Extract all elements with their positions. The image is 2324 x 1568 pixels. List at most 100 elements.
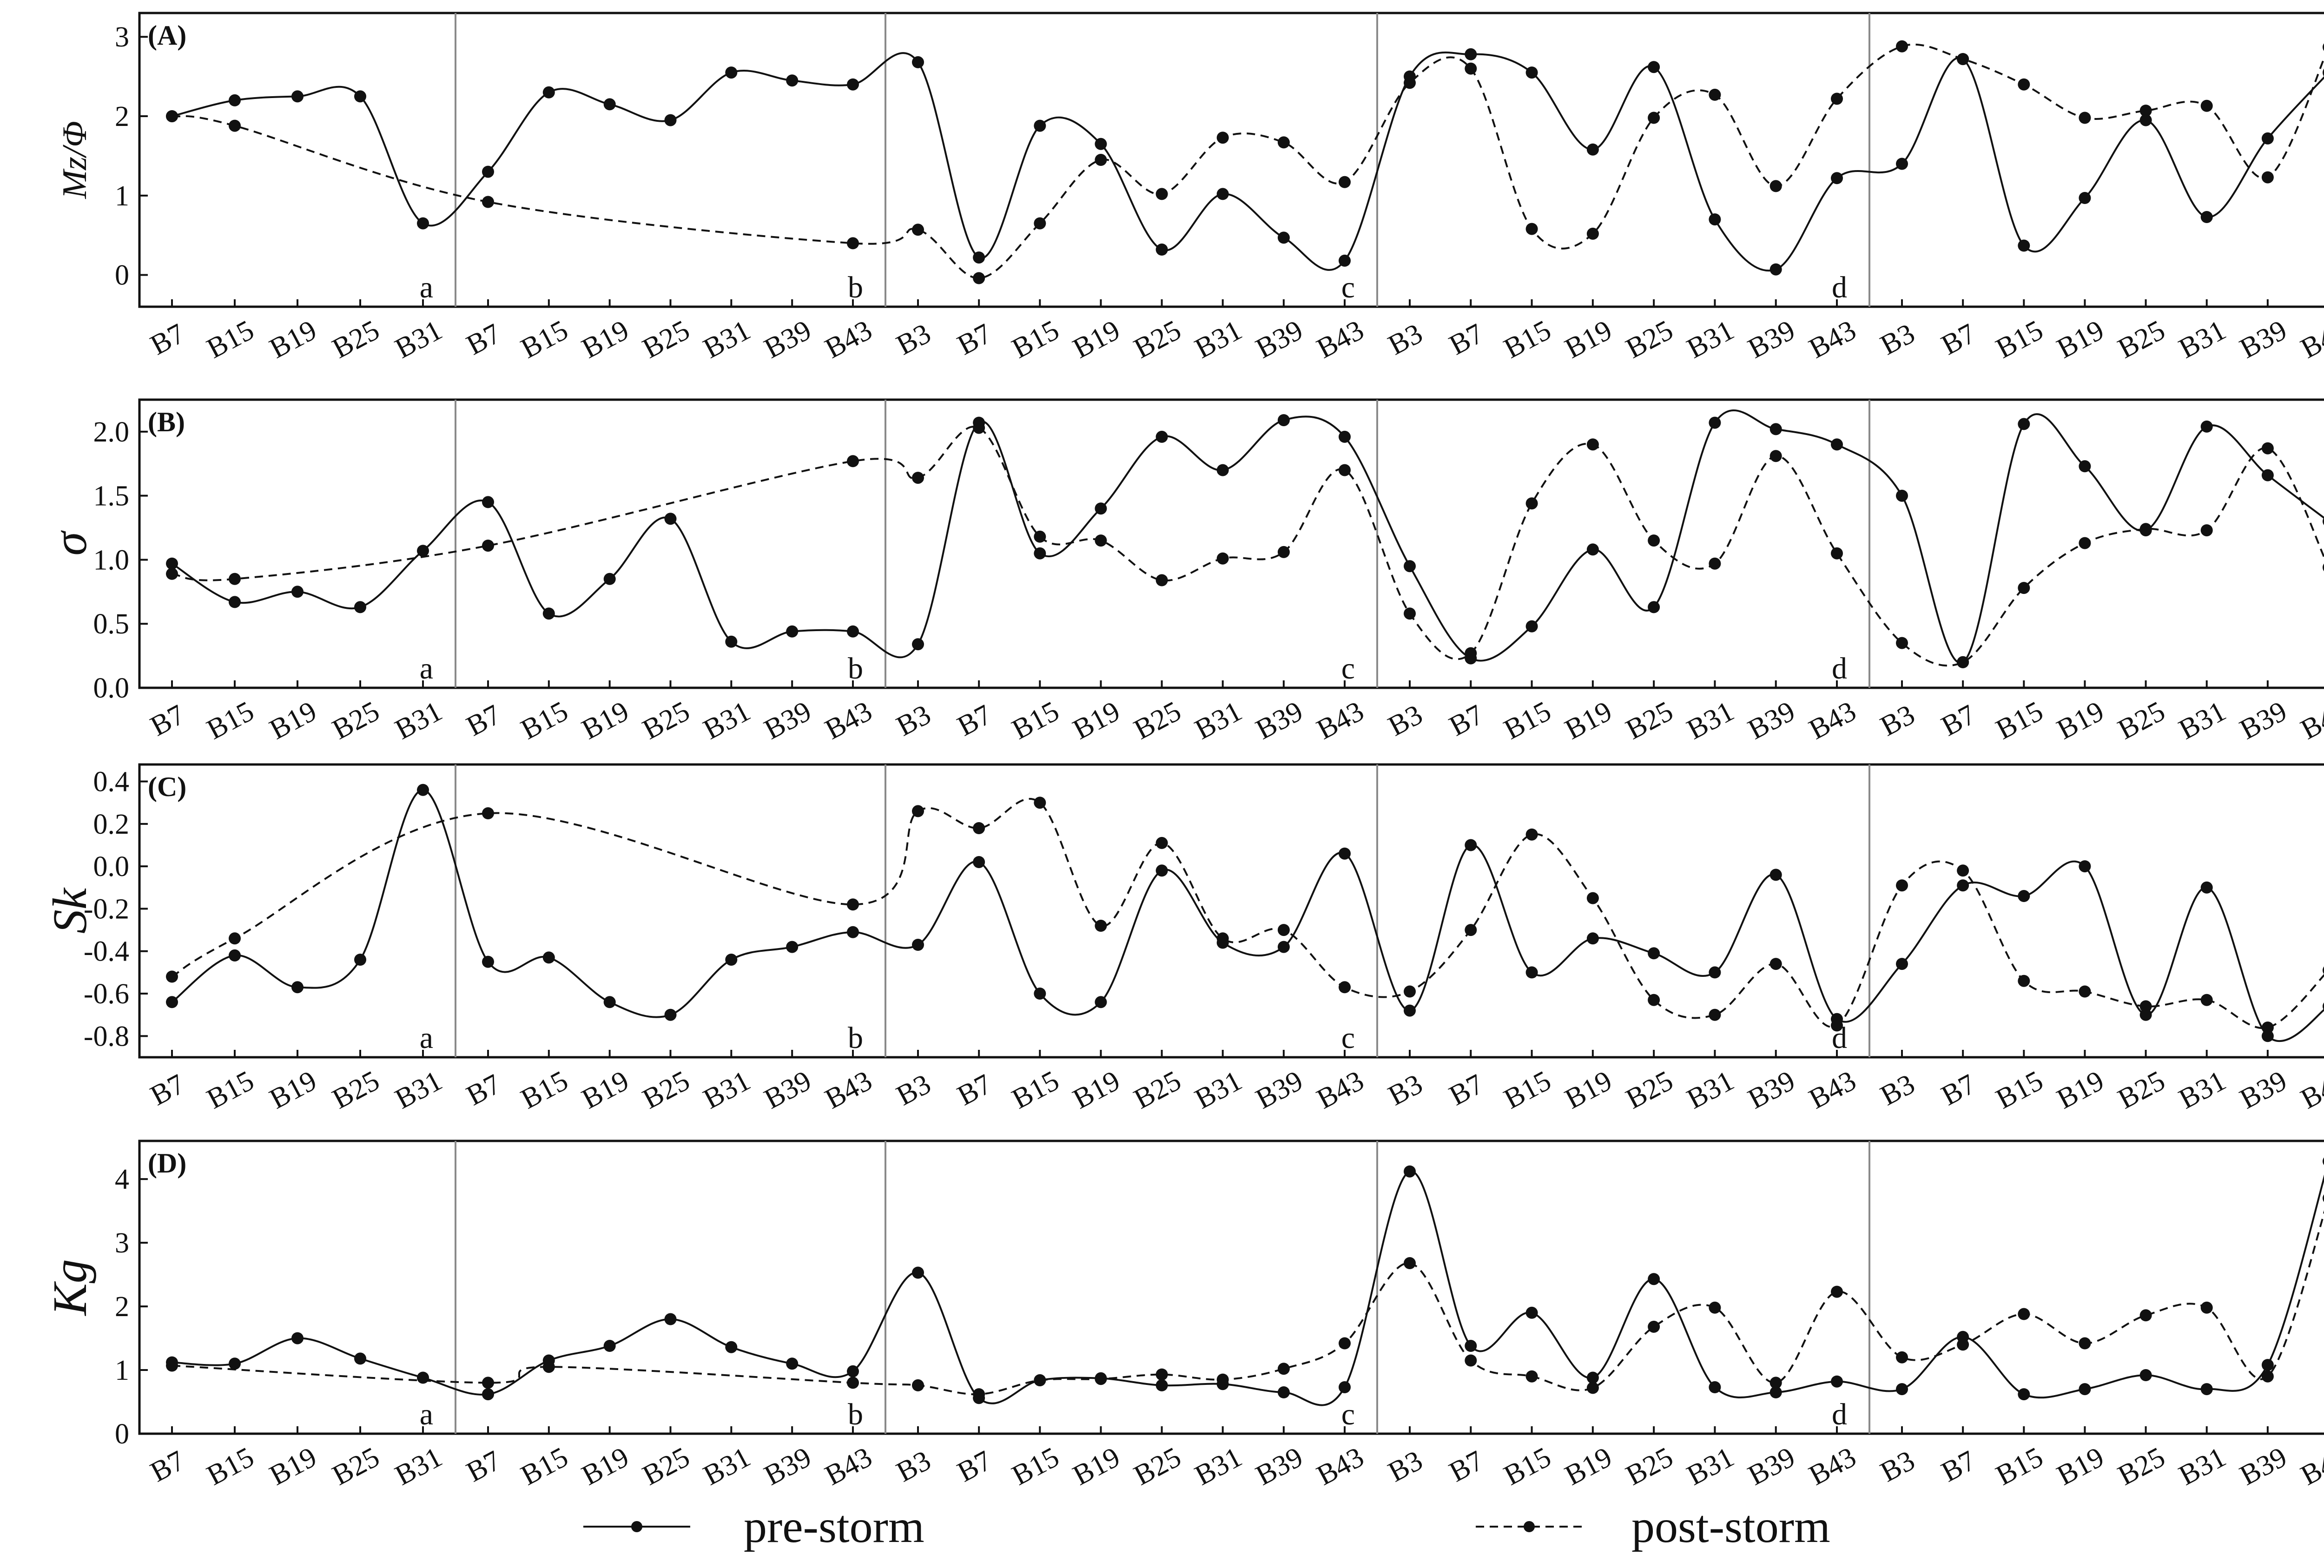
point-post-storm <box>2261 1021 2274 1034</box>
y-tick-label: -0.6 <box>84 978 129 1010</box>
point-pre-storm <box>542 607 555 620</box>
x-tick-label: B19 <box>577 1441 634 1492</box>
point-pre-storm <box>417 784 429 796</box>
point-pre-storm <box>1465 48 1477 60</box>
point-pre-storm <box>1525 620 1538 632</box>
point-pre-storm <box>603 98 616 111</box>
x-tick-label: B7 <box>1936 1068 1981 1112</box>
x-tick-label: B39 <box>2235 1441 2292 1492</box>
x-tick-label: B19 <box>577 695 634 746</box>
point-post-storm <box>973 422 985 434</box>
point-post-storm <box>1404 77 1416 89</box>
x-tick-label: B43 <box>2296 1441 2324 1492</box>
point-pre-storm <box>229 596 241 608</box>
point-pre-storm <box>1648 947 1660 960</box>
point-pre-storm <box>354 601 366 613</box>
x-tick-label: B31 <box>1682 314 1739 365</box>
point-pre-storm <box>725 635 738 648</box>
point-pre-storm <box>1465 1340 1477 1352</box>
point-post-storm <box>1896 637 1908 649</box>
point-pre-storm <box>1896 158 1908 170</box>
x-tick-label: B19 <box>1068 1441 1125 1492</box>
point-post-storm <box>1831 1019 1843 1032</box>
point-post-storm <box>1709 1008 1721 1021</box>
point-pre-storm <box>1709 1381 1721 1393</box>
point-pre-storm <box>725 954 738 966</box>
point-post-storm <box>2323 966 2324 975</box>
point-post-storm <box>1648 1320 1660 1333</box>
point-pre-storm <box>664 1008 677 1021</box>
point-post-storm <box>1525 1370 1538 1383</box>
point-post-storm <box>1957 864 1969 877</box>
x-tick-label: B25 <box>2113 1065 2170 1115</box>
point-pre-storm <box>1709 213 1721 226</box>
point-pre-storm <box>482 955 494 968</box>
point-pre-storm <box>291 1332 304 1344</box>
segment-label: a <box>420 1397 433 1431</box>
point-post-storm <box>1709 557 1721 570</box>
x-tick-label: B43 <box>1804 1065 1861 1115</box>
x-tick-label: B43 <box>1312 314 1369 365</box>
point-post-storm <box>847 237 859 250</box>
point-post-storm <box>973 1388 985 1401</box>
point-pre-storm <box>229 94 241 106</box>
point-pre-storm <box>2200 881 2213 894</box>
legend-post-marker <box>1524 1521 1535 1532</box>
point-pre-storm <box>2200 420 2213 433</box>
x-tick-label: B31 <box>1682 1441 1739 1492</box>
point-pre-storm <box>542 951 555 964</box>
plot-frame <box>138 12 2324 308</box>
x-tick-label: B3 <box>891 1068 936 1112</box>
point-post-storm <box>1034 797 1046 809</box>
point-post-storm <box>1095 920 1107 932</box>
point-pre-storm <box>1896 489 1908 502</box>
point-post-storm <box>166 110 178 123</box>
x-tick-label: B15 <box>1991 1441 2048 1492</box>
point-pre-storm <box>1831 438 1843 451</box>
x-tick-label: B15 <box>516 314 573 365</box>
point-pre-storm <box>664 1313 677 1325</box>
x-tick-label: B31 <box>2174 695 2231 746</box>
x-tick-label: B25 <box>327 314 384 365</box>
point-pre-storm <box>1339 254 1351 267</box>
x-tick-label: B15 <box>516 695 573 746</box>
x-tick-label: B19 <box>1560 1441 1617 1492</box>
y-axis-label: Mz/Φ <box>56 121 94 199</box>
x-tick-label: B15 <box>1991 1065 2048 1115</box>
point-pre-storm <box>482 165 494 178</box>
point-pre-storm <box>2261 1359 2274 1371</box>
x-tick-label: B15 <box>516 1441 573 1492</box>
point-post-storm <box>1586 1382 1599 1394</box>
x-tick-label: B43 <box>1804 314 1861 365</box>
legend-pre-label: pre-storm <box>744 1501 924 1552</box>
point-pre-storm <box>1216 188 1229 200</box>
plot-frame <box>138 398 2324 689</box>
series-line-pre-storm <box>172 51 2324 272</box>
x-tick-label: B15 <box>1991 695 2048 746</box>
x-tick-label: B15 <box>1007 695 1064 746</box>
point-pre-storm <box>354 954 366 966</box>
segment-label: d <box>1832 1397 1847 1431</box>
x-tick-label: B39 <box>759 1065 816 1115</box>
point-post-storm <box>1095 534 1107 547</box>
point-post-storm <box>229 119 241 132</box>
x-tick-label: B39 <box>2235 1065 2292 1115</box>
point-pre-storm <box>166 996 178 1008</box>
point-pre-storm <box>912 939 924 951</box>
x-tick-label: B15 <box>1499 1065 1556 1115</box>
x-tick-label: B19 <box>2052 1441 2109 1492</box>
point-pre-storm <box>1155 1379 1168 1391</box>
point-post-storm <box>1095 154 1107 166</box>
segment-label: c <box>1341 1021 1355 1055</box>
x-tick-label: B19 <box>264 1065 322 1115</box>
point-post-storm <box>1586 438 1599 451</box>
x-tick-label: B3 <box>891 698 936 742</box>
point-pre-storm <box>482 496 494 508</box>
x-tick-label: B39 <box>759 314 816 365</box>
y-tick-label: 0.4 <box>93 766 130 798</box>
point-post-storm <box>1769 958 1782 970</box>
point-post-storm <box>166 567 178 580</box>
x-tick-label: B25 <box>638 314 695 365</box>
